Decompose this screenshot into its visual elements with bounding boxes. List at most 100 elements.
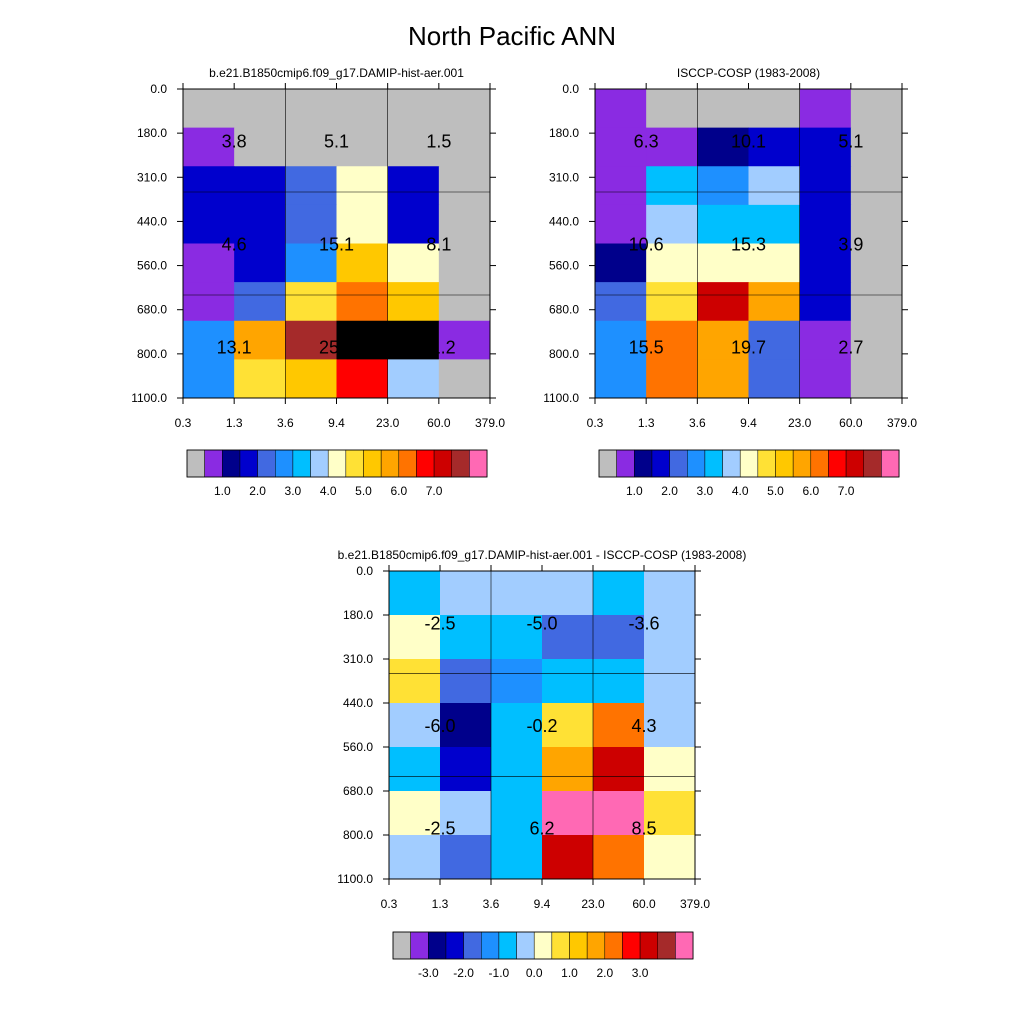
cell-value-label: 15.5 xyxy=(629,338,664,358)
y-tick-label: 1100.0 xyxy=(543,391,579,405)
y-tick-label: 1100.0 xyxy=(337,872,373,886)
cell xyxy=(799,89,852,129)
cell xyxy=(748,166,801,206)
x-axis: 0.3 1.3 3.6 9.4 23.0 60.0 379.0 xyxy=(175,83,505,430)
panel-title: ISCCP-COSP (1983-2008) xyxy=(677,66,820,80)
cell xyxy=(285,359,337,399)
cell xyxy=(389,571,441,616)
colorbar-box xyxy=(463,931,482,960)
cell xyxy=(183,89,235,129)
x-tick-label: 9.4 xyxy=(534,897,551,911)
colorbar-tick-label: 5.0 xyxy=(767,484,784,498)
cell xyxy=(644,835,696,880)
cell xyxy=(646,359,698,399)
y-tick-label: 180.0 xyxy=(549,126,579,140)
cell xyxy=(387,166,440,206)
y-tick-label: 680.0 xyxy=(137,303,167,317)
cell-value-label: -0.2 xyxy=(526,716,557,736)
cell xyxy=(593,571,645,616)
cell xyxy=(336,89,389,129)
colorbar-box xyxy=(380,449,400,478)
colorbar-tick-label: 4.0 xyxy=(320,484,337,498)
cell xyxy=(748,359,801,399)
colorbar-box xyxy=(551,931,570,960)
cell xyxy=(440,791,492,836)
y-tick-label: 800.0 xyxy=(343,828,373,842)
y-tick-label: 680.0 xyxy=(343,784,373,798)
y-tick-label: 800.0 xyxy=(549,347,579,361)
x-tick-label: 0.3 xyxy=(587,416,604,430)
colorbar: 1.0 2.0 3.0 4.0 5.0 6.0 7.0 xyxy=(598,449,900,498)
colorbar-tick-label: 1.0 xyxy=(626,484,643,498)
colorbar-tick-label: -2.0 xyxy=(453,966,474,980)
cell-value-label: 19.7 xyxy=(731,338,766,358)
value-labels: 3.8 5.1 1.5 4.6 15.1 8.1 13.1 25.9 11.2 xyxy=(217,132,456,358)
cell xyxy=(285,320,337,360)
cell xyxy=(438,320,491,360)
colorbar-frame xyxy=(598,449,900,478)
colorbar-tick-label: 0.0 xyxy=(526,966,543,980)
cell xyxy=(646,89,698,129)
cell xyxy=(491,791,543,836)
x-axis: 0.3 1.3 3.6 9.4 23.0 60.0 379.0 xyxy=(381,565,710,911)
cell xyxy=(748,204,801,244)
colorbar-tick-label: 7.0 xyxy=(426,484,443,498)
cell xyxy=(595,359,647,399)
cell-value-label: 4.6 xyxy=(222,235,247,255)
cell xyxy=(850,320,903,360)
colorbar-tick-label: 3.0 xyxy=(285,484,302,498)
colorbar-box xyxy=(533,931,553,960)
cell xyxy=(593,615,645,660)
cell-value-label: -3.6 xyxy=(628,613,659,633)
x-tick-label: 60.0 xyxy=(632,897,656,911)
colorbar-tick-label: 3.0 xyxy=(697,484,714,498)
y-tick-label: 310.0 xyxy=(549,170,579,184)
cell xyxy=(799,127,852,167)
cell xyxy=(644,791,696,836)
colorbar: 1.0 2.0 3.0 4.0 5.0 6.0 7.0 xyxy=(186,449,488,498)
panel-title: b.e21.B1850cmip6.f09_g17.DAMIP-hist-aer.… xyxy=(209,66,464,80)
colorbar-tick-label: 2.0 xyxy=(596,966,613,980)
cell xyxy=(850,359,903,399)
cell xyxy=(183,243,235,283)
y-tick-label: 560.0 xyxy=(137,259,167,273)
colorbar-box xyxy=(239,449,258,478)
cell xyxy=(697,89,749,129)
colorbar-box xyxy=(416,449,435,478)
cell-value-label: 10.6 xyxy=(629,235,664,255)
cell xyxy=(387,243,440,283)
colorbar-box xyxy=(675,931,694,960)
cell xyxy=(644,747,696,792)
cell xyxy=(234,166,286,206)
cell xyxy=(336,243,389,283)
colorbar-box xyxy=(392,931,411,960)
cell xyxy=(593,747,645,792)
cell xyxy=(748,320,801,360)
cell-value-label: 3.8 xyxy=(222,132,247,152)
colorbar-box xyxy=(722,449,741,478)
y-tick-label: 310.0 xyxy=(137,170,167,184)
x-tick-label: 0.3 xyxy=(175,416,192,430)
colorbar-box xyxy=(586,931,606,960)
colorbar-box xyxy=(669,449,688,478)
cell xyxy=(595,127,647,167)
colorbar-box xyxy=(687,449,706,478)
colorbar-box xyxy=(739,449,759,478)
colorbar-box xyxy=(604,931,623,960)
cell xyxy=(697,204,749,244)
heatmap-panel-3: b.e21.B1850cmip6.f09_g17.DAMIP-hist-aer.… xyxy=(337,548,746,980)
colorbar-box xyxy=(704,449,723,478)
cell xyxy=(593,659,645,704)
x-tick-label: 379.0 xyxy=(680,897,710,911)
cell xyxy=(748,127,801,167)
cell xyxy=(850,204,903,244)
x-tick-label: 1.3 xyxy=(432,897,449,911)
colorbar-box xyxy=(881,449,900,478)
cell xyxy=(850,127,903,167)
cell xyxy=(697,359,749,399)
cell xyxy=(234,243,286,283)
cell xyxy=(542,835,594,880)
cell xyxy=(387,282,440,322)
colorbar-box xyxy=(428,931,447,960)
cell xyxy=(491,835,543,880)
